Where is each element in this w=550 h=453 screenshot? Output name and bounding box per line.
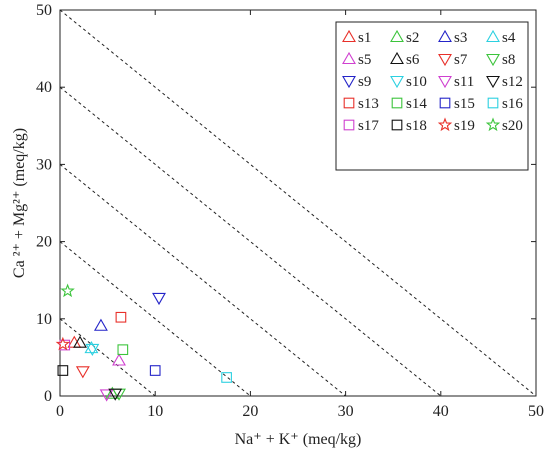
reference-line-20 [59,241,251,397]
data-point-s16 [221,372,232,383]
y-tick-label: 50 [36,2,52,19]
legend-marker-s3 [438,29,452,43]
legend-label-s17: s17 [358,118,379,134]
legend-marker-s12 [486,75,500,89]
data-point-s18 [57,365,69,376]
legend-marker-s18 [391,119,403,131]
reference-lines [59,9,537,397]
data-point-s15 [149,365,161,376]
legend-marker-s15 [439,97,451,109]
legend-marker-s10 [390,75,404,89]
legend-marker-s6 [390,51,404,65]
x-tick-label: 50 [528,403,544,420]
x-tick-label: 0 [56,403,64,420]
legend-label-s9: s9 [358,74,371,90]
legend-label-s5: s5 [358,52,371,68]
y-tick-label: 0 [44,388,52,405]
data-point-s11 [99,389,114,402]
legend-label-s18: s18 [406,118,427,134]
legend-box [335,21,529,171]
legend-marker-s7 [438,53,452,67]
legend-marker-s16 [487,97,499,109]
legend-label-s10: s10 [406,74,427,90]
legend-label-s3: s3 [454,30,467,46]
legend-marker-s17 [343,119,355,131]
data-point-s3 [93,318,108,331]
legend-marker-s20 [485,117,501,132]
legend-marker-s14 [391,97,403,109]
legend-label-s13: s13 [358,96,379,112]
legend-marker-s5 [342,51,356,65]
data-point-s5 [112,353,126,366]
legend-marker-s11 [438,75,452,89]
legend-label-s11: s11 [454,74,474,90]
reference-line-10 [59,318,156,397]
legend-label-s12: s12 [502,74,523,90]
y-tick-label: 10 [36,311,52,328]
data-point-s9 [152,292,166,306]
legend-marker-s19 [437,117,453,132]
data-point-s14 [117,344,129,356]
x-tick-label: 40 [433,403,449,420]
axis-ticks: 0 10 20 30 40 50 0 10 20 30 40 50 [36,2,544,420]
y-axis-title: Ca ²⁺ + Mg²⁺ (meq/kg) [11,128,28,278]
legend: s1 s2 s3 s4 s5 s6 s7 s8 s9 s10 s11 s12 s13 s14 s15 s16 s… [335,21,529,171]
legend-label-s1: s1 [358,30,371,46]
plot-frame [59,9,537,397]
legend-label-s2: s2 [406,30,419,46]
legend-label-s14: s14 [406,96,427,112]
x-axis-title: Na⁺ + K⁺ (meq/kg) [235,431,362,448]
legend-label-s7: s7 [454,52,468,68]
y-tick-label: 20 [36,234,52,251]
legend-marker-s9 [342,75,356,89]
data-point-s7 [75,366,90,379]
reference-line-40 [59,86,442,397]
legend-marker-s2 [390,29,404,43]
data-point-s6 [73,335,87,348]
x-tick-label: 10 [147,403,163,420]
reference-line-30 [59,164,346,397]
legend-label-s4: s4 [502,30,516,46]
legend-label-s15: s15 [454,96,475,112]
legend-label-s6: s6 [406,52,420,68]
legend-label-s8: s8 [502,52,515,68]
data-point-s10 [85,343,100,357]
data-markers [55,283,232,402]
legend-label-s19: s19 [454,118,475,134]
x-tick-label: 20 [242,403,258,420]
legend-label-s20: s20 [502,118,523,134]
data-point-s20 [60,283,75,298]
data-point-s19 [55,336,71,351]
y-tick-label: 40 [36,79,52,96]
y-tick-label: 30 [36,156,52,173]
legend-marker-s4 [486,29,500,43]
legend-marker-s1 [342,29,356,43]
reference-line-50 [59,9,537,397]
legend-marker-s13 [343,97,355,109]
data-point-s12 [108,388,123,401]
data-point-s4 [84,341,99,354]
data-point-s13 [115,311,127,323]
x-tick-label: 30 [338,403,354,420]
legend-marker-s8 [486,53,500,67]
legend-label-s16: s16 [502,96,523,112]
